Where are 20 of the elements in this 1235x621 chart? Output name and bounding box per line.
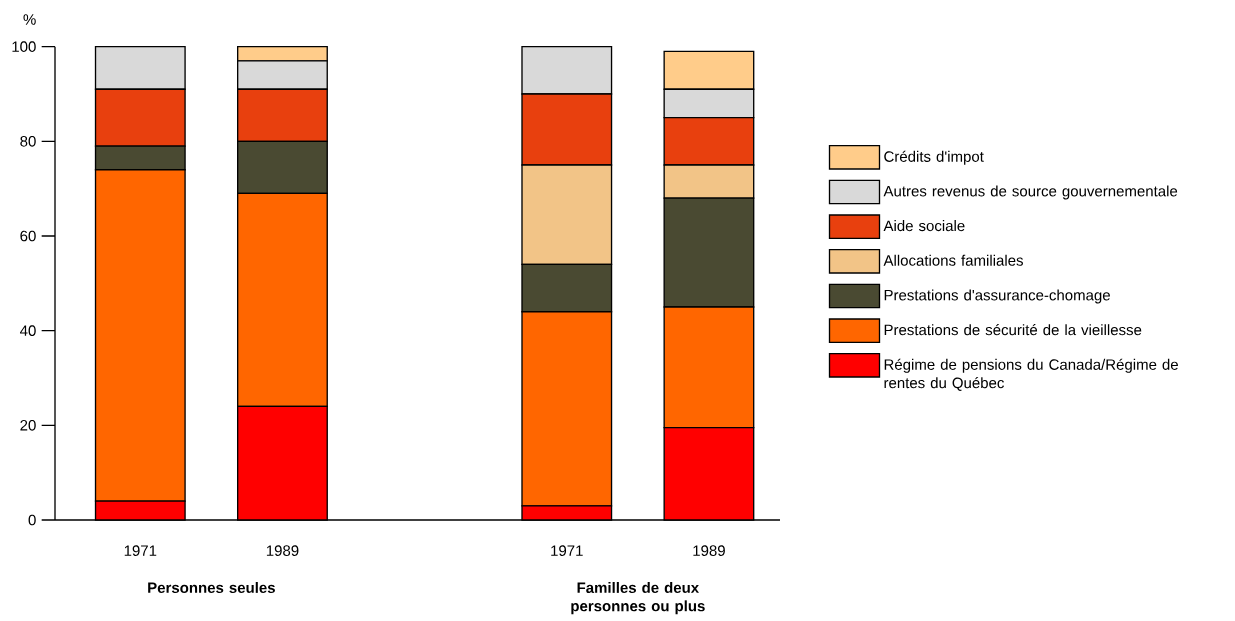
y-tick-label: 0 (28, 514, 36, 526)
x-tick-label: 1989 (693, 545, 725, 556)
y-axis-title: % (23, 14, 36, 25)
text: Personnes seules (148, 581, 275, 594)
legend-label: Prestations de sécurité de la vieillesse (884, 324, 1142, 336)
text: Familles de deux personnes ou plus (571, 581, 705, 615)
legend-label: Autres revenus de source gouvernementale (883, 185, 1178, 200)
legend-label: Prestations d'assurance-chomage (884, 289, 1110, 304)
legend-label: Allocations familiales (883, 254, 1023, 266)
y-tick-label: 100 (12, 41, 36, 52)
y-tick-label: 60 (20, 230, 36, 242)
x-tick-label: 1989 (266, 545, 299, 556)
x-tick-label: 1971 (551, 545, 583, 556)
x-tick-label: 1971 (124, 545, 157, 556)
y-tick-label: 80 (20, 136, 36, 147)
legend-label: Régime de pensions du Canada/Régime de rentes du Québec (884, 358, 1178, 391)
legend-label: Crédits d'impot (884, 150, 984, 165)
y-tick-label: 40 (19, 325, 36, 336)
legend-label: Aide sociale (883, 220, 965, 232)
y-tick-label: 20 (20, 420, 36, 431)
